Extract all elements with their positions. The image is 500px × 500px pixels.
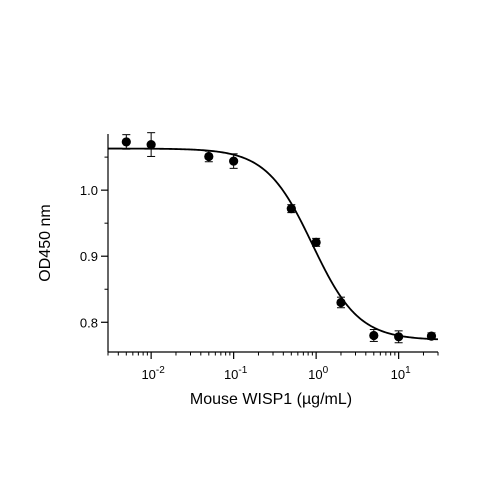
data-point <box>146 139 156 150</box>
data-point <box>394 332 404 342</box>
x-tick-label: 10-2 <box>141 365 165 382</box>
x-axis: 10-2 10-1 100 101 <box>107 351 439 382</box>
data-point <box>369 330 379 341</box>
y-axis: 0.8 0.9 1.0 <box>80 134 109 352</box>
data-points <box>121 132 437 344</box>
data-point <box>229 156 239 166</box>
y-ticks: 0.8 0.9 1.0 <box>80 156 108 330</box>
y-tick-label: 0.9 <box>80 249 98 264</box>
data-point <box>426 331 437 341</box>
fit-curve <box>108 147 439 341</box>
data-point <box>121 137 131 147</box>
x-ticks: 10-2 10-1 100 101 <box>107 352 439 382</box>
data-point <box>204 151 214 162</box>
x-tick-label: 100 <box>308 365 328 382</box>
x-tick-label: 10-1 <box>224 365 248 382</box>
x-tick-label: 101 <box>391 365 411 382</box>
data-point <box>336 297 346 308</box>
x-axis-label: Mouse WISP1 (µg/mL) <box>190 391 352 408</box>
y-axis-label: OD450 nm <box>37 204 54 281</box>
data-point <box>286 204 296 214</box>
data-point <box>311 237 321 247</box>
y-tick-label: 0.8 <box>80 315 98 330</box>
y-tick-label: 1.0 <box>80 183 98 198</box>
